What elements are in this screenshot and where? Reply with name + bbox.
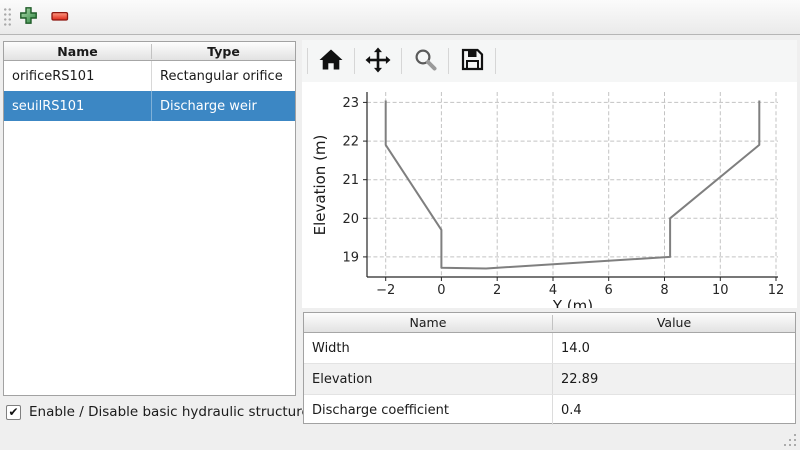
plot-save-button[interactable] — [455, 44, 489, 78]
x-tick-label: 0 — [437, 283, 445, 298]
save-icon — [460, 47, 485, 75]
x-tick-label: 12 — [768, 283, 785, 298]
property-value[interactable]: 22.89 — [552, 364, 795, 394]
x-tick-label: 4 — [549, 283, 557, 298]
structure-name: orificeRS101 — [12, 68, 95, 84]
top-toolbar — [0, 0, 800, 35]
y-tick-label: 20 — [342, 212, 359, 227]
property-row[interactable]: Width 14.0 — [304, 333, 795, 364]
cross-section-profile — [384, 100, 761, 270]
x-tick-label: −2 — [376, 283, 395, 298]
toolbar-drag-handle[interactable] — [3, 7, 12, 28]
properties-table-body: Width 14.0 Elevation 22.89 Discharge coeffic… — [304, 333, 795, 425]
y-axis-label: Elevation (m) — [311, 135, 329, 236]
structures-table: Name Type orificeRS101 Rectangular orific… — [3, 41, 296, 396]
structure-type: Rectangular orifice — [151, 61, 295, 91]
toolbar-separator — [448, 48, 449, 74]
property-name: Elevation — [312, 371, 373, 387]
remove-structure-button[interactable] — [48, 5, 72, 29]
property-value[interactable]: 14.0 — [552, 333, 795, 363]
x-tick-label: 6 — [605, 283, 613, 298]
resize-grip[interactable] — [782, 432, 798, 448]
column-header-name[interactable]: Name — [409, 315, 447, 330]
column-header-name[interactable]: Name — [57, 43, 98, 59]
properties-table-header: Name Value — [304, 313, 795, 333]
property-row[interactable]: Elevation 22.89 — [304, 364, 795, 395]
structures-table-body: orificeRS101 Rectangular orifice seuilRS10… — [4, 61, 295, 121]
property-name: Width — [312, 340, 350, 356]
toolbar-separator — [401, 48, 402, 74]
plot-pan-button[interactable] — [361, 44, 395, 78]
toolbar-separator — [307, 48, 308, 74]
minus-icon — [51, 10, 69, 25]
y-tick-label: 19 — [342, 250, 359, 265]
column-header-value[interactable]: Value — [552, 315, 795, 330]
property-name: Discharge coefficient — [312, 402, 450, 418]
property-value[interactable]: 0.4 — [552, 395, 795, 425]
plus-icon — [19, 6, 38, 28]
y-tick-label: 21 — [342, 173, 359, 188]
x-tick-label: 2 — [493, 283, 501, 298]
x-tick-label: 10 — [712, 283, 729, 298]
structure-row[interactable]: seuilRS101 Discharge weir — [4, 91, 295, 121]
y-tick-label: 22 — [342, 135, 359, 150]
structure-row[interactable]: orificeRS101 Rectangular orifice — [4, 61, 295, 91]
x-axis-label: Y (m) — [552, 297, 593, 308]
enable-structure-checkbox[interactable]: ✔ — [6, 404, 21, 420]
enable-structure-row: ✔ Enable / Disable basic hydraulic struc… — [6, 404, 310, 420]
cross-section-chart[interactable]: −2 0 2 4 6 8 10 12 19 20 21 22 23 Y (m) Elevation (m) — [302, 82, 797, 308]
toolbar-separator — [354, 48, 355, 74]
toolbar-separator — [495, 48, 496, 74]
enable-structure-label: Enable / Disable basic hydraulic structu… — [29, 404, 310, 420]
home-icon — [318, 47, 344, 76]
y-tick-label: 23 — [342, 96, 359, 111]
structure-type: Discharge weir — [151, 91, 295, 121]
column-header-type[interactable]: Type — [151, 43, 295, 59]
structures-table-header: Name Type — [4, 42, 295, 61]
properties-table: Name Value Width 14.0 Elevation 22.89 Discha… — [303, 312, 796, 425]
pan-icon — [365, 47, 391, 76]
zoom-icon — [413, 47, 438, 75]
property-row[interactable]: Discharge coefficient 0.4 — [304, 395, 795, 425]
plot-home-button[interactable] — [314, 44, 348, 78]
x-tick-label: 8 — [660, 283, 668, 298]
plot-zoom-button[interactable] — [408, 44, 442, 78]
plot-toolbar — [302, 40, 797, 82]
structure-name: seuilRS101 — [12, 98, 85, 114]
add-structure-button[interactable] — [16, 5, 40, 29]
